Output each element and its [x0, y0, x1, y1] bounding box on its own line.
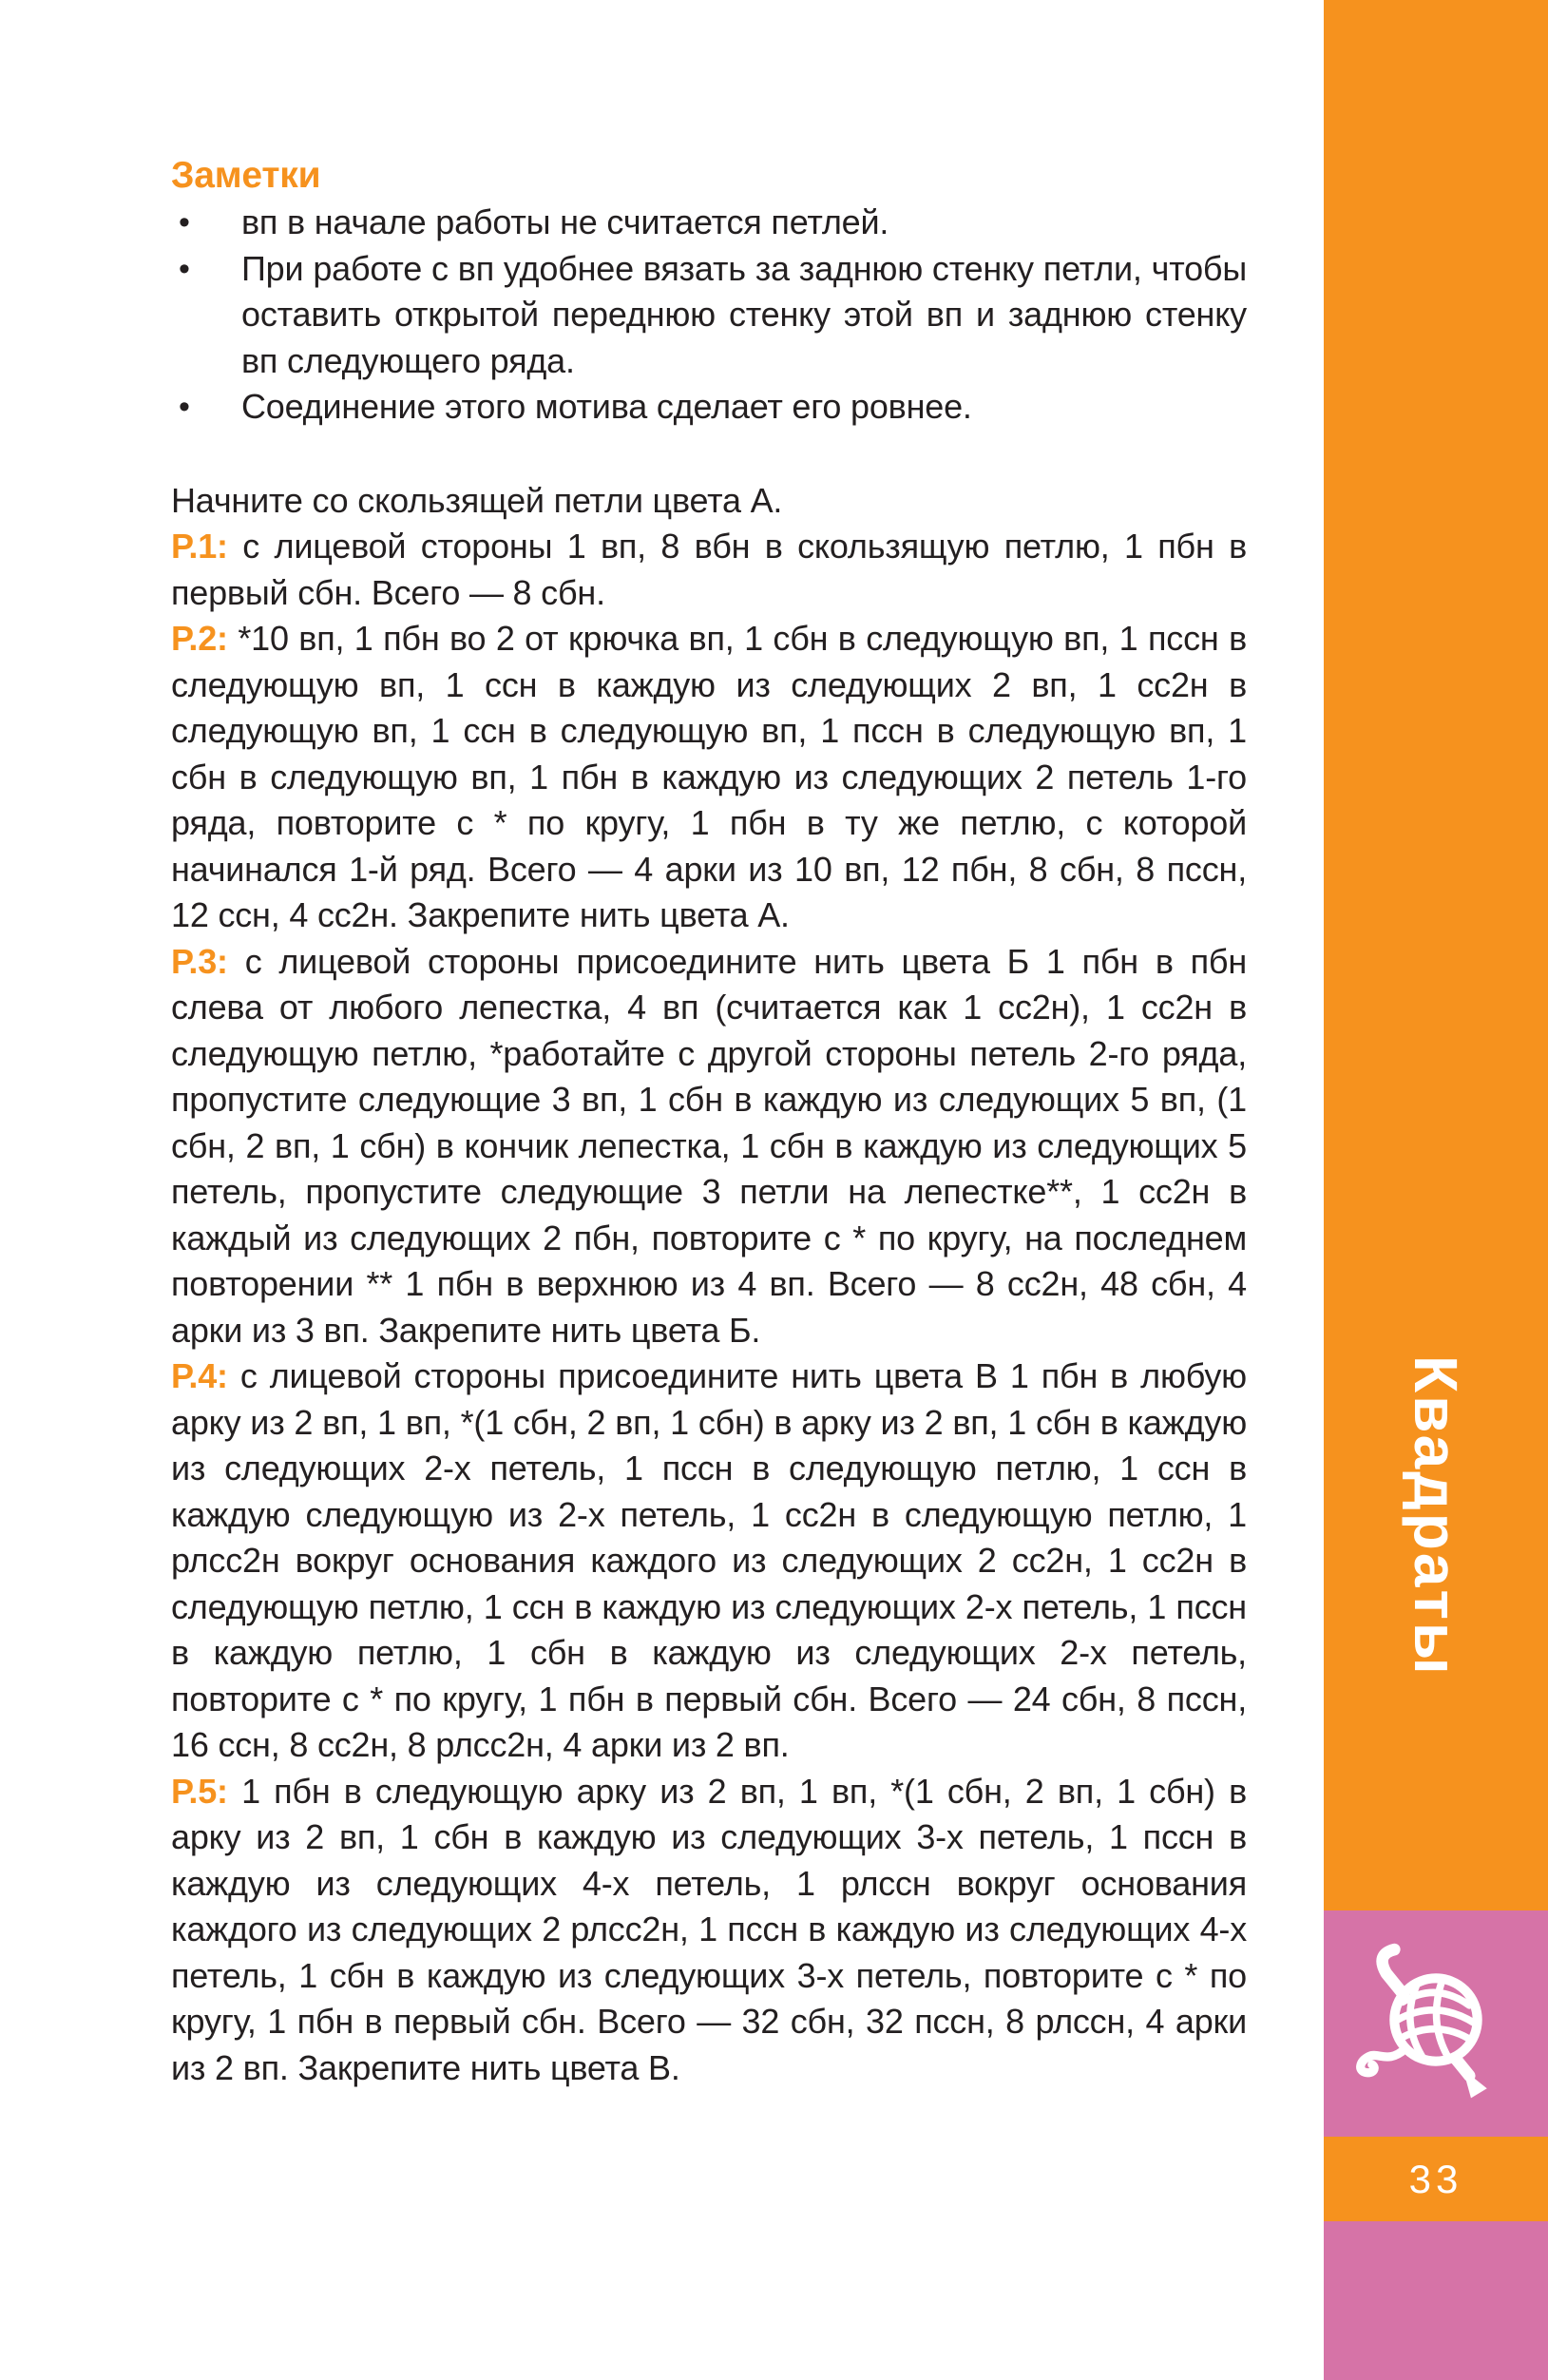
bullet-glyph: •	[179, 204, 190, 240]
bullet-glyph: •	[179, 389, 190, 425]
pattern-row-text: 1 пбн в следующую арку из 2 вп, 1 вп, *(…	[171, 1771, 1247, 2087]
pattern-row: Р.5: 1 пбн в следующую арку из 2 вп, 1 в…	[171, 1769, 1247, 2092]
pattern-row-text: с лицевой стороны 1 вп, 8 вбн в скользящ…	[171, 527, 1248, 612]
pattern-row-label: Р.3:	[171, 941, 228, 981]
main-text-column: Заметки • вп в начале работы не считается…	[171, 152, 1247, 2091]
pattern-row-text: с лицевой стороны присоедините нить цвет…	[171, 941, 1247, 1350]
section-tab-label: Квадраты	[1402, 1354, 1470, 1678]
yarn-ball-icon	[1324, 1934, 1548, 2105]
pattern-intro: Начните со скользящей петли цвета А.	[171, 480, 783, 520]
pattern-row-label: Р.4:	[171, 1356, 228, 1395]
note-item: • Соединение этого мотива сделает его ров…	[171, 384, 1247, 431]
pattern-row: Р.2: *10 вп, 1 пбн во 2 от крючка вп, 1 …	[171, 616, 1247, 939]
sidebar: Квадраты 33	[1324, 0, 1548, 2380]
section-gap	[171, 431, 1247, 478]
bullet-glyph: •	[179, 250, 190, 287]
page-number-band: 33	[1324, 2137, 1548, 2221]
note-item: • вп в начале работы не считается петлей.	[171, 200, 1247, 246]
pattern-row-label: Р.1:	[171, 527, 228, 566]
page-number: 33	[1408, 2156, 1463, 2201]
section-tab: Квадраты	[1324, 1326, 1548, 1706]
pattern-row-label: Р.5:	[171, 1771, 228, 1811]
sidebar-orange-band	[1324, 0, 1548, 1910]
pattern-row: Р.4: с лицевой стороны присоедините нить…	[171, 1353, 1247, 1769]
notes-heading: Заметки	[171, 155, 321, 196]
pattern-row-text: *10 вп, 1 пбн во 2 от крючка вп, 1 сбн в…	[171, 619, 1247, 934]
pattern-row-text: с лицевой стороны присоедините нить цвет…	[171, 1356, 1247, 1764]
pattern-row-label: Р.2:	[171, 619, 228, 658]
note-text: Соединение этого мотива сделает его ровн…	[241, 387, 972, 426]
notes-list: • вп в начале работы не считается петлей.…	[171, 200, 1247, 431]
note-item: • При работе с вп удобнее вязать за задню…	[171, 246, 1247, 385]
note-text: При работе с вп удобнее вязать за заднюю…	[241, 248, 1247, 380]
pattern-row: Р.1: с лицевой стороны 1 вп, 8 вбн в ско…	[171, 524, 1247, 616]
note-text: вп в начале работы не считается петлей.	[241, 202, 889, 241]
pattern-rows: Р.1: с лицевой стороны 1 вп, 8 вбн в ско…	[171, 524, 1247, 2091]
pattern-row: Р.3: с лицевой стороны присоедините нить…	[171, 939, 1247, 1354]
